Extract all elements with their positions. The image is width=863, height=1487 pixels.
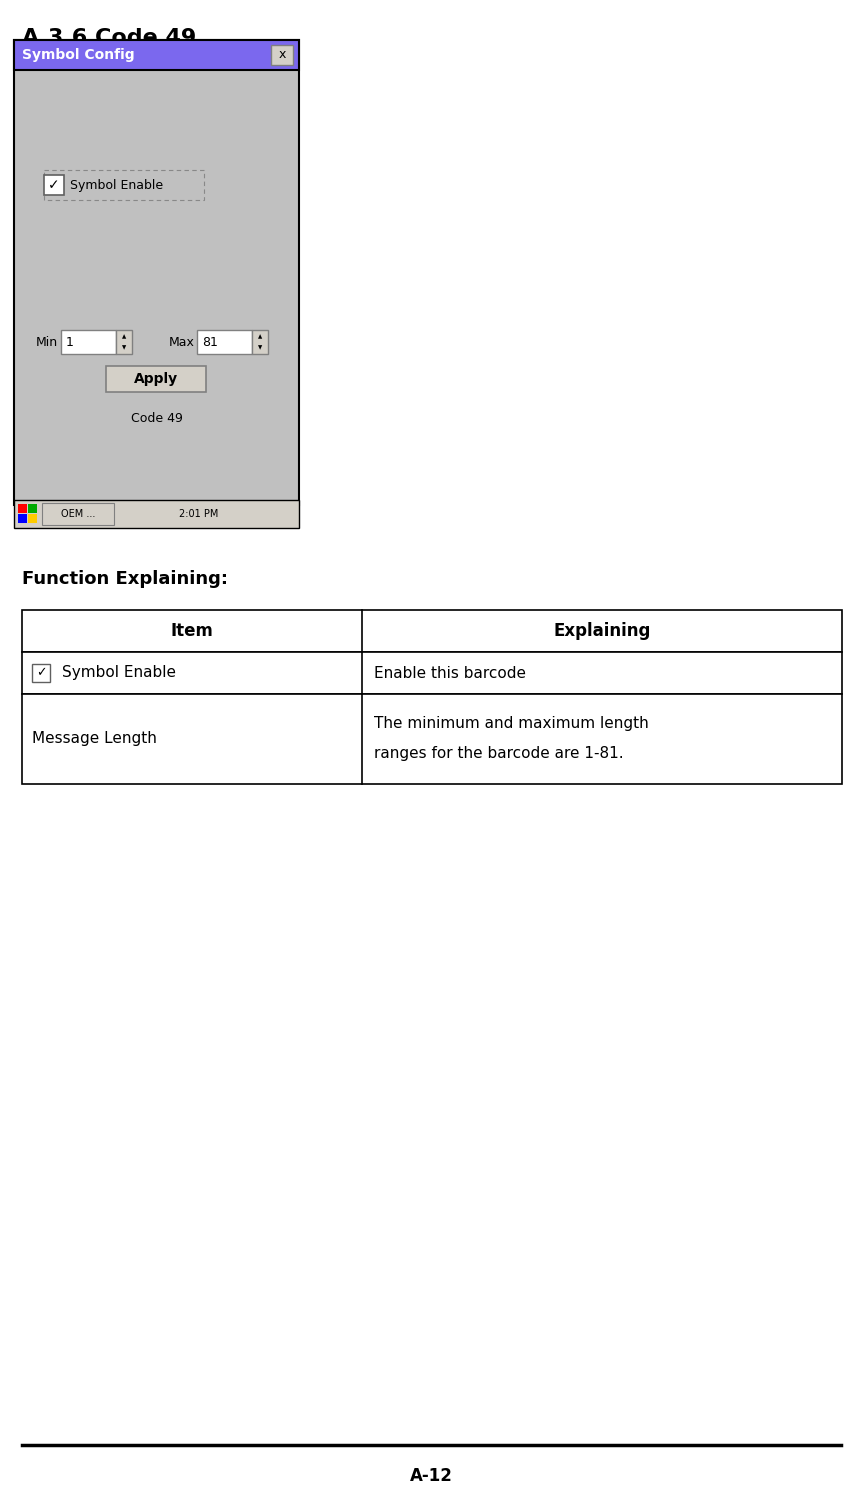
- Text: x: x: [278, 49, 286, 61]
- Text: Symbol Config: Symbol Config: [22, 48, 135, 62]
- Text: ranges for the barcode are 1-81.: ranges for the barcode are 1-81.: [374, 746, 624, 761]
- Bar: [44, 175, 64, 195]
- Bar: [14, 40, 299, 506]
- Text: ▼: ▼: [258, 345, 262, 349]
- Text: Message Length: Message Length: [32, 732, 157, 746]
- Text: Min: Min: [36, 336, 58, 348]
- Bar: [32, 665, 50, 683]
- Text: 81: 81: [202, 336, 217, 348]
- Text: ▲: ▲: [258, 335, 262, 339]
- Bar: [14, 40, 299, 70]
- Text: A-12: A-12: [410, 1468, 453, 1486]
- Bar: [22, 610, 842, 651]
- Text: Explaining: Explaining: [553, 622, 651, 639]
- Bar: [61, 330, 116, 354]
- Bar: [271, 45, 293, 65]
- Bar: [42, 503, 114, 525]
- Bar: [18, 515, 27, 523]
- Bar: [44, 170, 204, 199]
- Text: Max: Max: [169, 336, 195, 348]
- Text: Symbol Enable: Symbol Enable: [70, 178, 163, 192]
- Text: ✓: ✓: [35, 666, 47, 680]
- Bar: [14, 500, 299, 528]
- Bar: [197, 330, 252, 354]
- Bar: [18, 504, 27, 513]
- Text: 1: 1: [66, 336, 74, 348]
- Text: ▼: ▼: [122, 345, 126, 349]
- Text: Enable this barcode: Enable this barcode: [374, 666, 526, 681]
- Text: OEM ...: OEM ...: [60, 509, 95, 519]
- Text: Symbol Enable: Symbol Enable: [62, 666, 176, 681]
- Text: Item: Item: [171, 622, 213, 639]
- Bar: [116, 330, 132, 354]
- Bar: [28, 515, 37, 523]
- Text: ▲: ▲: [122, 335, 126, 339]
- Bar: [252, 330, 268, 354]
- Bar: [22, 694, 842, 784]
- Text: Function Explaining:: Function Explaining:: [22, 570, 228, 587]
- Bar: [106, 366, 206, 393]
- Bar: [28, 504, 37, 513]
- Text: 2:01 PM: 2:01 PM: [180, 509, 218, 519]
- Text: Code 49: Code 49: [130, 412, 182, 425]
- Text: Apply: Apply: [134, 372, 178, 387]
- Text: ✓: ✓: [48, 178, 60, 192]
- Bar: [22, 651, 842, 694]
- Text: A.3.6 Code 49: A.3.6 Code 49: [22, 28, 196, 48]
- Text: The minimum and maximum length: The minimum and maximum length: [374, 717, 649, 732]
